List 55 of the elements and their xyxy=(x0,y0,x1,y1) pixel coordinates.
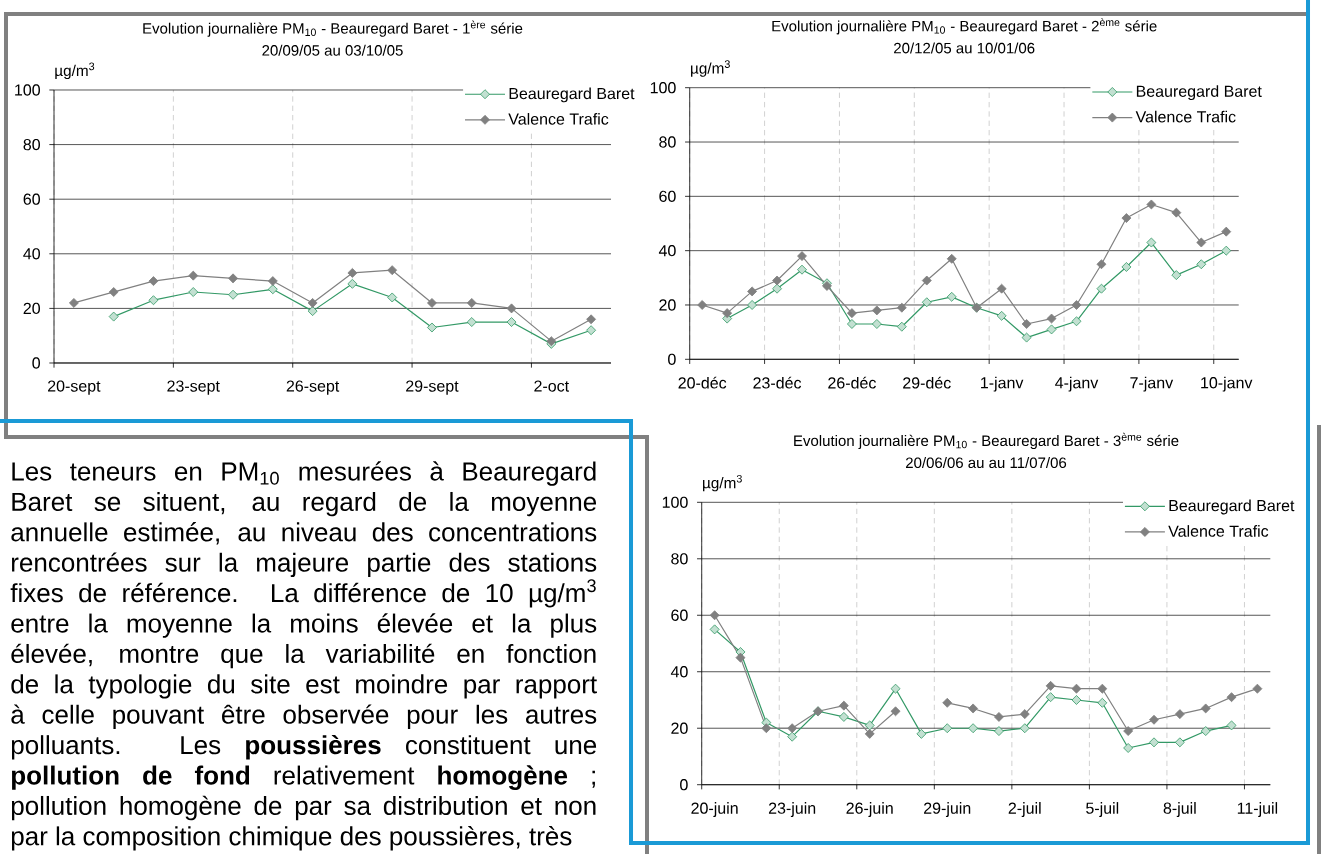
x-tick-label: 26-sept xyxy=(286,380,340,395)
chart-title: Evolution journalière PM$_{10}$ - Beauregard Baret - 1$^{ère}$ série xyxy=(143,20,523,37)
x-tick-label: 23-sept xyxy=(167,380,220,395)
chart-subtitle: 20/12/05 au 10/01/06 xyxy=(894,42,1035,54)
y-tick-label: 80 xyxy=(671,553,688,565)
legend-label: Valence Trafic xyxy=(508,113,609,125)
y-tick-label: 0 xyxy=(32,357,41,369)
x-tick-label: 23-déc xyxy=(753,376,802,389)
y-tick-label: 0 xyxy=(668,353,676,365)
y-tick-label: 20 xyxy=(659,299,676,311)
x-tick-label: 7-janv xyxy=(1130,376,1174,392)
y-tick-label: 80 xyxy=(23,138,40,151)
x-tick-label: 2-juil xyxy=(1008,802,1041,817)
y-tick-label: 60 xyxy=(659,190,676,202)
y-tick-label: 100 xyxy=(650,82,676,94)
legend-label: Valence Trafic xyxy=(1168,525,1269,537)
text: Les teneurs en PM$_{10}$ mesurées à Beauregard Baret se situent, au regard de la moyenne annuelle estimée, au niveau des concentrations rencontrées sur la majeure partie des stations fixes de référence. La différence de 10 µg/m$^{3}$ entre la moyenne la moins élevée et la plus élevée, montre que la variabilité en fonction de la typologie du site est moindre par rapport à celle pouvant être observée pour les autres polluants. Les poussières constituent une pollution de fond relativement homogène ; pollution homogène de par sa distribution et non par la composition chimique des poussières, très xyxy=(10,461,597,851)
y-tick-label: 60 xyxy=(671,609,688,621)
x-tick-label: 26-déc xyxy=(828,376,876,389)
x-tick-label: 23-juin xyxy=(768,802,816,817)
y-tick-label: 0 xyxy=(680,779,688,791)
x-tick-label: 29-sept xyxy=(406,380,459,395)
y-axis-title: µg/m$^{3}$ xyxy=(703,474,742,492)
y-tick-label: 100 xyxy=(662,496,688,508)
y-tick-label: 20 xyxy=(671,722,688,734)
x-tick-label: 11-juil xyxy=(1237,802,1278,817)
x-tick-label: 1-janv xyxy=(981,376,1024,392)
legend-label: Valence Trafic xyxy=(1135,110,1236,123)
y-tick-label: 40 xyxy=(658,245,676,257)
y-tick-label: 60 xyxy=(23,193,40,205)
x-tick-label: 5-juil xyxy=(1086,802,1119,817)
x-tick-label: 20-juin xyxy=(691,802,738,817)
chart-title: Evolution journalière PM$_{10}$ - Beauregard Baret - 3$^{ème}$ série xyxy=(794,432,1179,450)
legend-label: Beauregard Baret xyxy=(509,87,635,103)
chart-subtitle: 20/06/06 au au 11/07/06 xyxy=(906,457,1067,469)
legend-label: Beauregard Baret xyxy=(1136,85,1262,101)
x-tick-label: 20-déc xyxy=(678,376,727,389)
x-tick-label: 10-janv xyxy=(1201,376,1253,392)
y-axis-title: µg/m$^{3}$ xyxy=(55,62,95,80)
y-tick-label: 40 xyxy=(670,666,688,678)
x-tick-label: 29-déc xyxy=(903,376,951,389)
y-tick-label: 40 xyxy=(23,248,40,260)
y-tick-label: 20 xyxy=(23,302,40,315)
x-tick-label: 29-juin xyxy=(924,802,971,817)
x-tick-label: 8-juil xyxy=(1163,802,1196,817)
x-tick-label: 4-janv xyxy=(1055,376,1099,392)
chart-title: Evolution journalière PM$_{10}$ - Beauregard Baret - 2$^{ème}$ série xyxy=(772,18,1157,35)
y-axis-title: µg/m$^{3}$ xyxy=(691,60,730,77)
legend-label: Beauregard Baret xyxy=(1169,499,1295,515)
y-tick-label: 100 xyxy=(15,84,40,96)
y-tick-label: 80 xyxy=(659,136,676,148)
x-tick-label: 26-juin xyxy=(846,802,893,817)
x-tick-label: 20-sept xyxy=(48,380,101,395)
chart-subtitle: 20/09/05 au 03/10/05 xyxy=(262,44,403,56)
x-tick-label: 2-oct xyxy=(534,380,569,392)
